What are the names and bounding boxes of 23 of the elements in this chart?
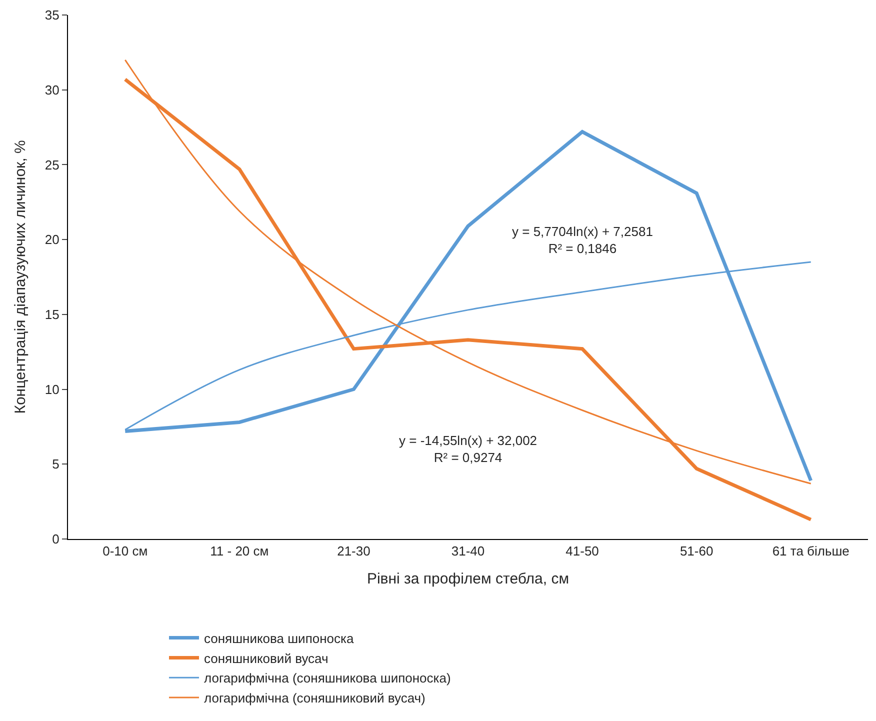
annotation: y = -14,55ln(x) + 32,002 R² = 0,9274 (399, 433, 538, 465)
y-tick-label: 35 (44, 8, 60, 23)
y-tick-label: 5 (52, 456, 60, 472)
y-tick-label: 15 (44, 306, 60, 322)
x-axis-title: Рівні за профілем стебла, см (366, 570, 570, 588)
x-tick-label: 21-30 (337, 544, 370, 559)
x-tick-label: 51-60 (680, 544, 714, 559)
y-tick-label: 0 (52, 532, 60, 547)
legend-label: логарифмічна (соняшниковий вусач) (204, 690, 426, 706)
legend-label: соняшникова шипоноска (204, 630, 354, 646)
x-tick-label: 11 - 20 см (210, 544, 269, 559)
y-axis-title: Концентрація діапаузуючих личинок, % (12, 140, 30, 414)
x-tick-label: 41-50 (566, 544, 599, 559)
x-tick-label: 61 та більше (772, 544, 850, 559)
y-tick-label: 20 (44, 232, 60, 248)
x-tick-label: 31-40 (451, 544, 485, 559)
x-tick-label: 0-10 см (102, 544, 148, 559)
y-tick-label: 30 (44, 82, 60, 98)
y-tick-label: 25 (44, 157, 60, 172)
annotation: y = 5,7704ln(x) + 7,2581 R² = 0,1846 (512, 224, 653, 256)
legend-label: соняшниковий вусач (204, 650, 328, 666)
y-tick-label: 10 (44, 382, 60, 397)
legend-label: логарифмічна (соняшникова шипоноска) (204, 670, 451, 686)
